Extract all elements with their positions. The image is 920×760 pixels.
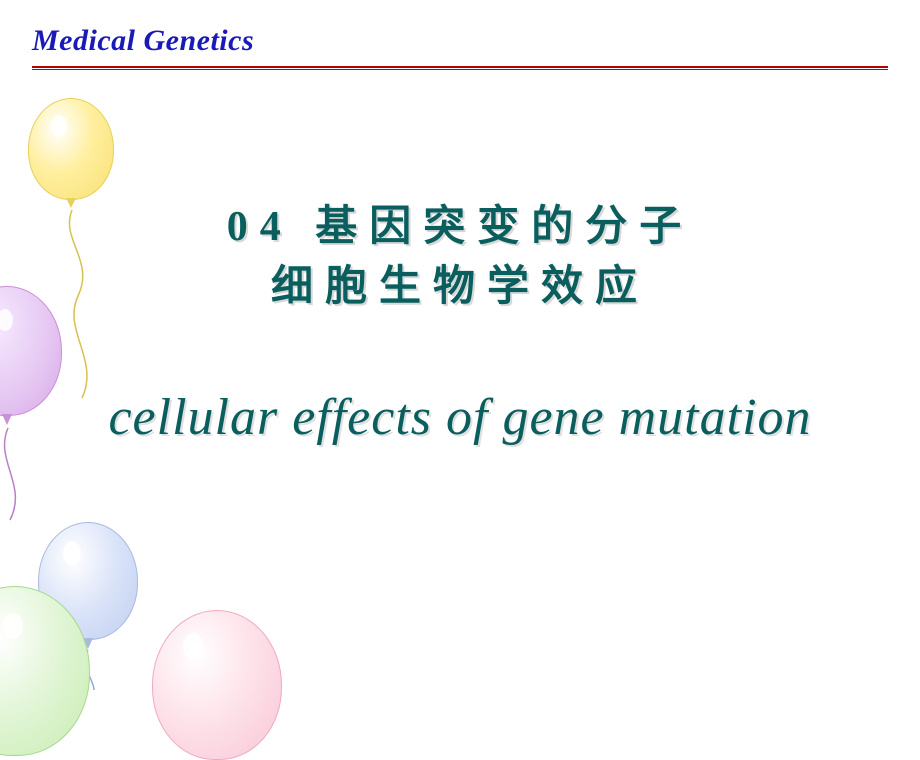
header-underline bbox=[32, 66, 888, 70]
balloon-pink bbox=[152, 610, 282, 760]
title-chinese-line2: 细胞生物学效应 bbox=[0, 252, 920, 313]
title-english: cellular effects of gene mutation bbox=[0, 388, 920, 447]
balloon-yellow bbox=[28, 98, 114, 200]
title-chinese-line1: 04 基因突变的分子 bbox=[0, 192, 920, 253]
header-title: Medical Genetics bbox=[32, 24, 254, 58]
balloon-strings bbox=[0, 0, 920, 690]
